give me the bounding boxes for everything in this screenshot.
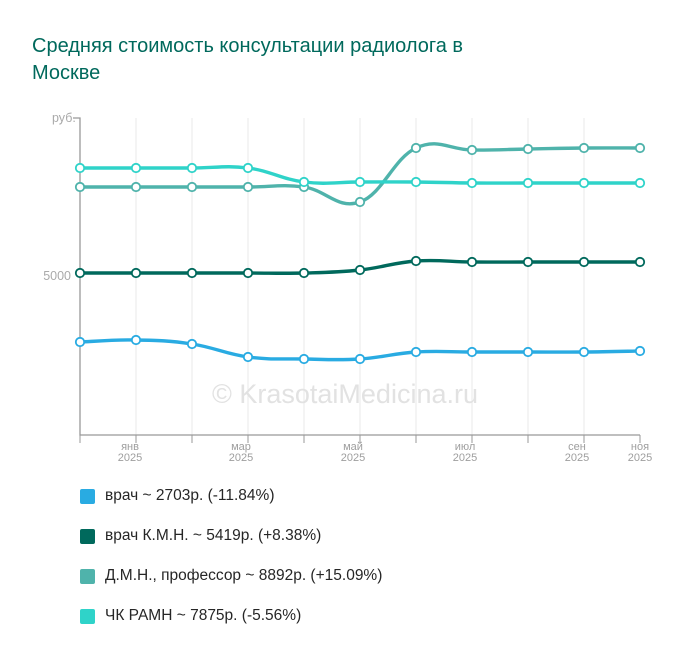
svg-text:© KrasotaiMedicina.ru: © KrasotaiMedicina.ru [212,379,478,409]
svg-text:2025: 2025 [453,452,477,464]
svg-text:2025: 2025 [565,452,589,464]
svg-text:2025: 2025 [118,452,142,464]
svg-text:2025: 2025 [628,452,652,464]
svg-text:2025: 2025 [341,452,365,464]
svg-text:руб.: руб. [52,111,76,125]
svg-text:2025: 2025 [229,452,253,464]
svg-text:5000: 5000 [43,269,71,283]
